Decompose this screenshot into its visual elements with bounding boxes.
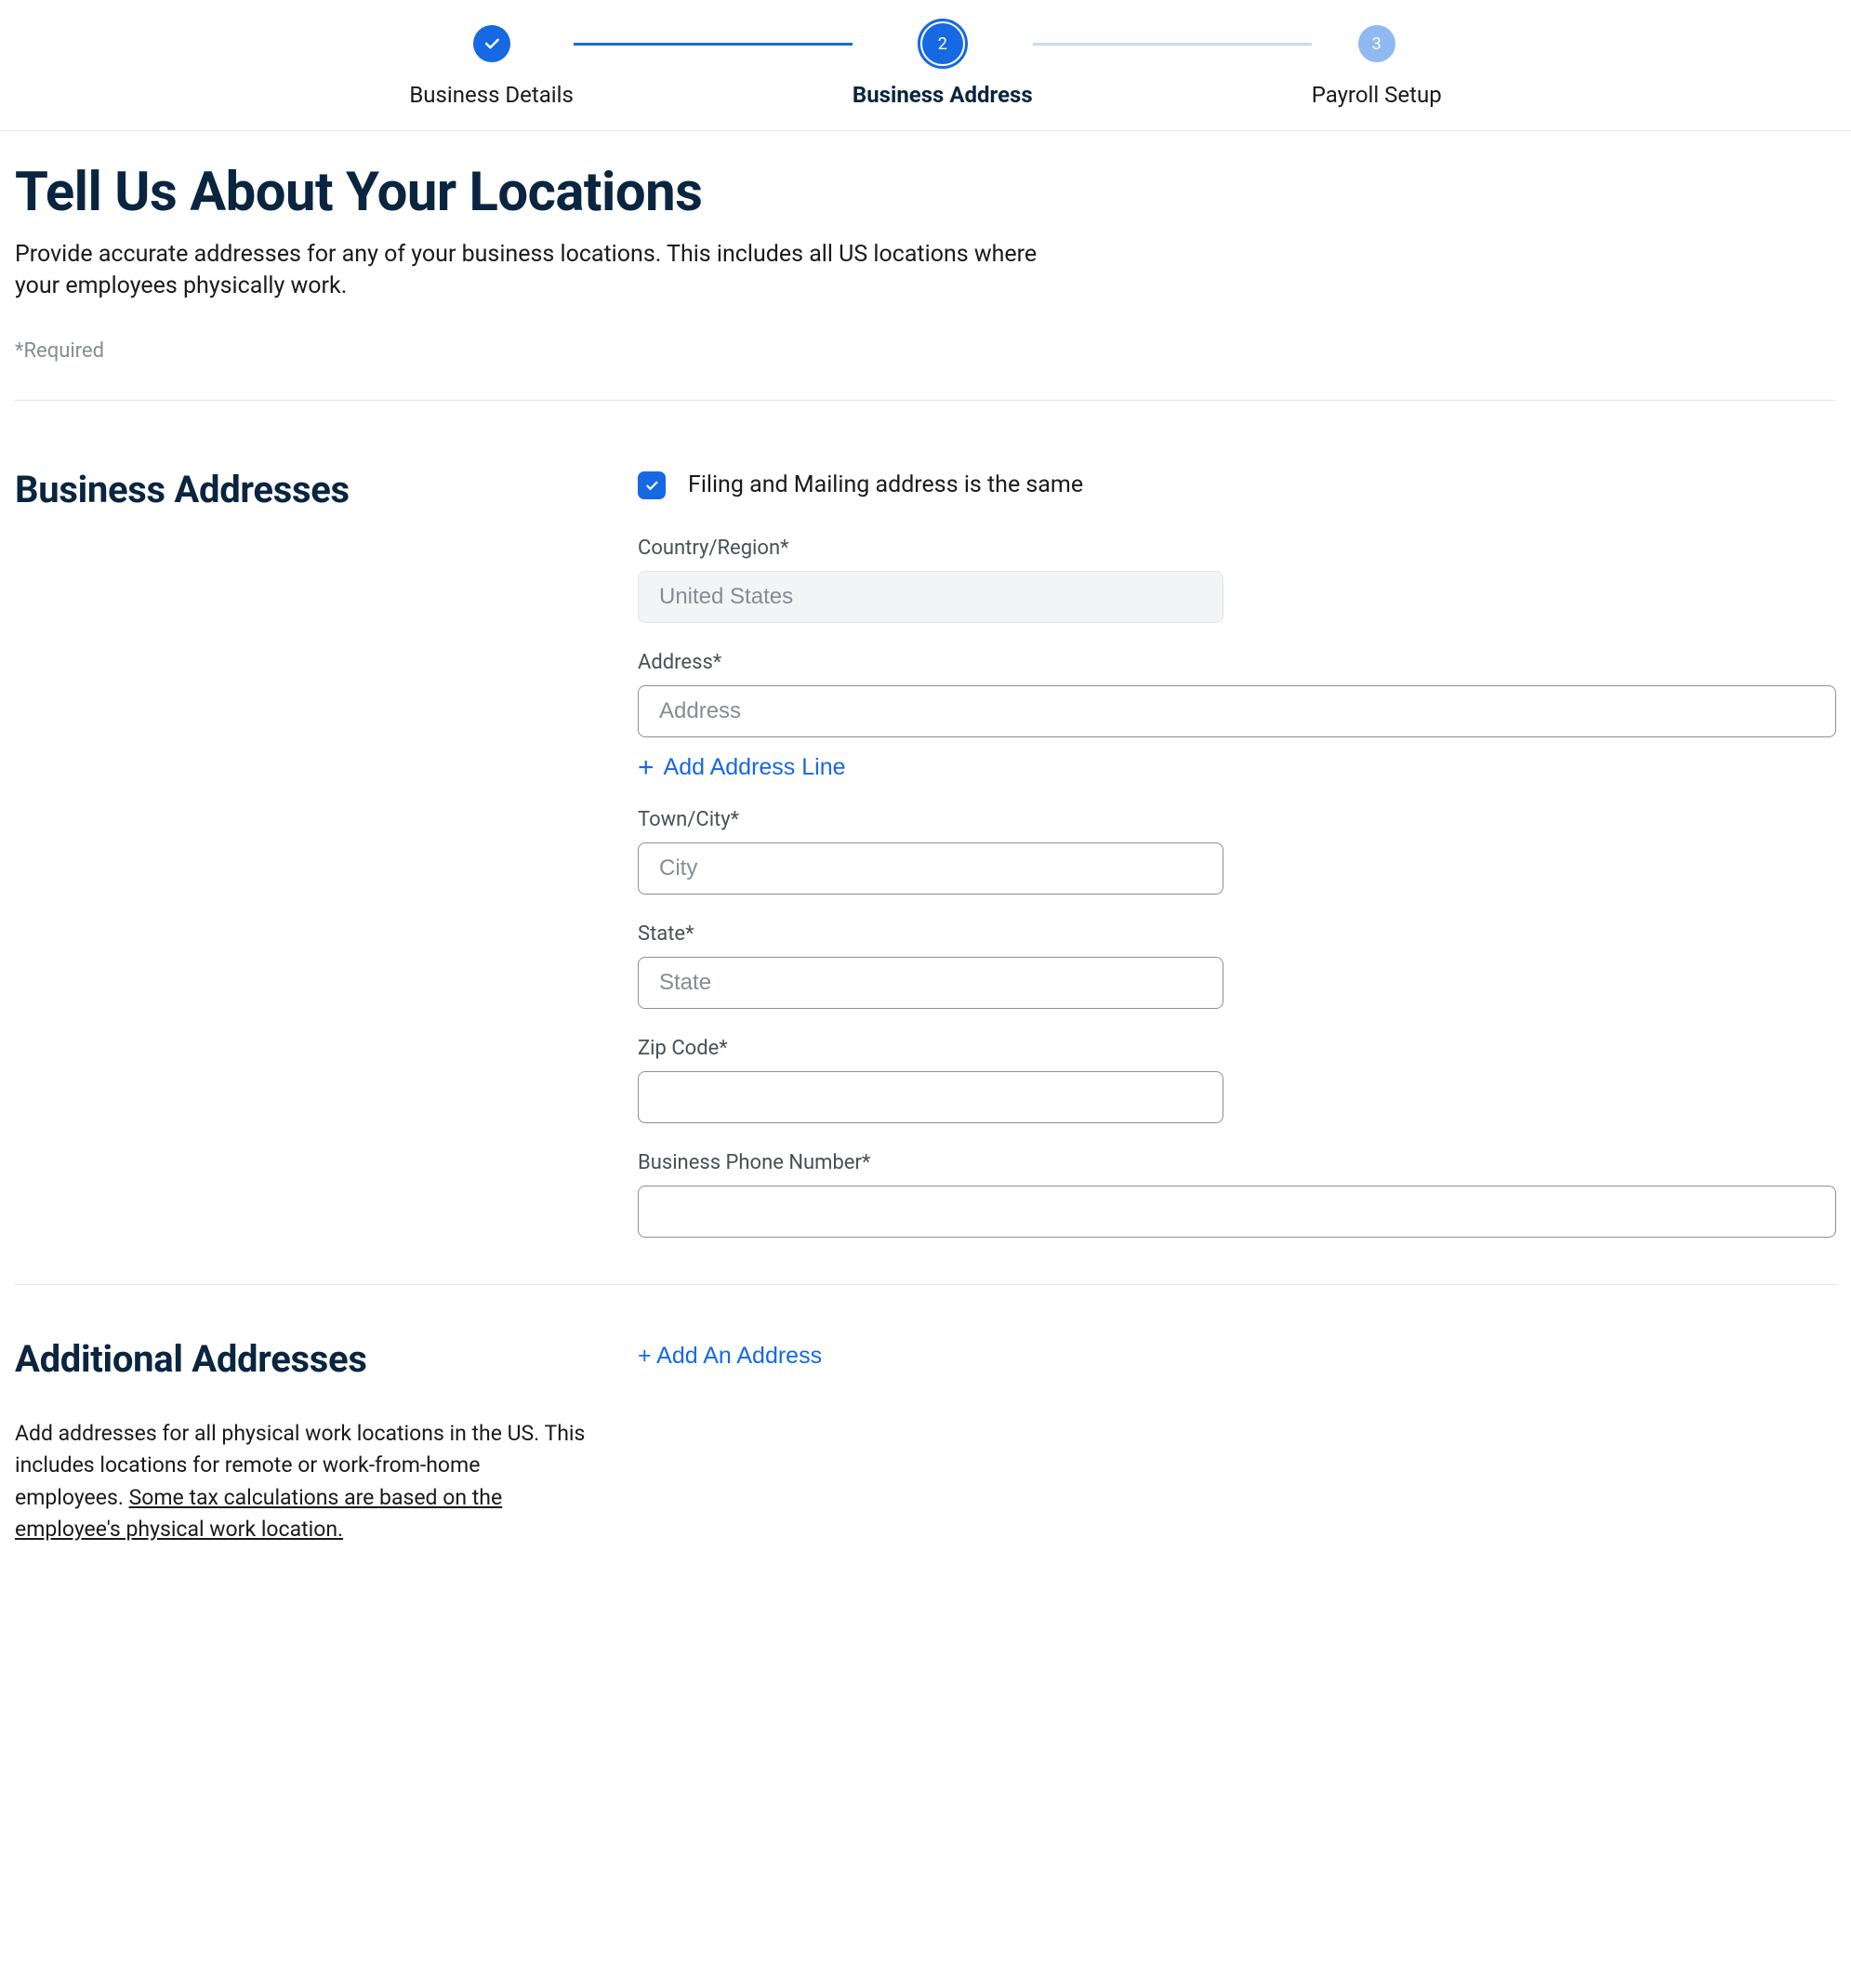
zip-label: Zip Code* (638, 1037, 1836, 1060)
check-icon (473, 25, 510, 62)
step-number-icon: 2 (922, 23, 963, 64)
state-label: State* (638, 922, 1836, 946)
phone-input[interactable] (638, 1186, 1836, 1238)
step-connector (574, 43, 853, 46)
same-address-label: Filing and Mailing address is the same (688, 471, 1083, 498)
same-address-checkbox[interactable] (638, 471, 666, 499)
city-label: Town/City* (638, 808, 1836, 831)
city-input[interactable] (638, 842, 1223, 895)
address-label: Address* (638, 651, 1836, 674)
country-label: Country/Region* (638, 537, 1836, 560)
step-payroll-setup[interactable]: 3 Payroll Setup (1312, 19, 1442, 108)
stepper: Business Details 2 Business Address 3 Pa… (0, 0, 1851, 131)
country-input (638, 571, 1223, 623)
phone-label: Business Phone Number* (638, 1151, 1836, 1174)
page-subtitle: Provide accurate addresses for any of yo… (15, 239, 1075, 302)
step-label: Business Details (409, 82, 574, 108)
step-number-icon: 3 (1358, 25, 1395, 62)
section-title: Business Addresses (15, 468, 638, 511)
business-addresses-section: Business Addresses Filing and Mailing ad… (15, 401, 1836, 1238)
page-title: Tell Us About Your Locations (15, 161, 1836, 224)
step-business-address[interactable]: 2 Business Address (853, 19, 1033, 108)
state-input[interactable] (638, 957, 1223, 1009)
section-title: Additional Addresses (15, 1337, 638, 1381)
add-address-line-button[interactable]: + Add Address Line (638, 754, 846, 782)
zip-input[interactable] (638, 1071, 1223, 1123)
step-label: Payroll Setup (1312, 82, 1442, 108)
additional-addresses-desc: Add addresses for all physical work loca… (15, 1418, 591, 1546)
step-label: Business Address (853, 82, 1033, 108)
step-business-details[interactable]: Business Details (409, 19, 574, 108)
add-an-address-button[interactable]: + Add An Address (638, 1343, 822, 1370)
address-input[interactable] (638, 685, 1836, 737)
step-connector (1033, 43, 1312, 46)
plus-icon: + (638, 754, 654, 782)
required-note: *Required (15, 339, 1836, 363)
additional-addresses-section: Additional Addresses Add addresses for a… (15, 1284, 1836, 1546)
add-address-line-label: Add Address Line (664, 754, 846, 781)
current-step-ring: 2 (918, 19, 968, 69)
